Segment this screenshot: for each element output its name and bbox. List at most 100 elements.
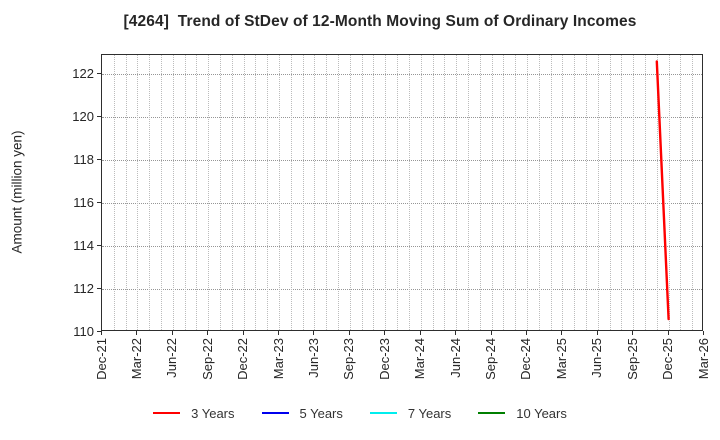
x-tick-mark [632,331,634,335]
v-gridline [184,55,186,330]
y-tick-mark [97,202,101,204]
legend-item: 10 Years [478,407,567,420]
y-tick-mark [97,288,101,290]
v-gridline [444,55,446,330]
legend-item: 5 Years [261,405,343,421]
y-tick-label: 114 [73,237,94,253]
x-tick-mark [596,331,598,335]
x-tick-label-text: Sep-24 [483,338,499,380]
v-gridline [338,55,340,330]
x-tick-mark [455,331,457,335]
v-gridline [633,55,635,330]
v-gridline [432,55,434,330]
legend-item: 3 Years [153,405,235,421]
x-tick-mark [525,331,527,335]
v-gridline [255,55,257,330]
v-gridline [503,55,505,330]
y-axis-title: Amount (million yen) [9,130,25,254]
v-gridline [113,55,115,330]
v-gridline [279,55,281,330]
x-tick-mark [171,331,173,335]
x-tick-mark [101,331,102,335]
x-tick-label-text: Dec-22 [235,338,251,380]
x-tick-label-text: Mar-23 [270,338,286,380]
y-tick-label: 110 [73,323,94,339]
y-tick-mark [97,245,101,247]
legend-line-swatch [153,412,181,414]
y-tick-label: 118 [73,151,94,167]
x-tick-mark [384,331,386,335]
h-gridline [102,160,702,162]
legend: 3 Years 5 Years 7 Years 10 Years [0,403,720,423]
x-tick-mark [348,331,350,335]
v-gridline [515,55,517,330]
legend-line-swatch [478,412,506,414]
v-gridline [538,55,540,330]
v-gridline [231,55,233,330]
v-gridline [373,55,375,330]
v-gridline [574,55,576,330]
legend-line-swatch [261,412,289,414]
v-gridline [644,55,646,330]
legend-label: 3 Years [191,405,235,421]
x-tick-label-text: Mar-26 [695,338,711,380]
legend-line-swatch [369,412,397,414]
plot-area [101,54,703,331]
v-gridline [680,55,682,330]
v-gridline [692,55,694,330]
v-gridline [562,55,564,330]
x-tick-mark [313,331,315,335]
h-gridline [102,117,702,119]
series-layer [655,60,670,321]
v-gridline [243,55,245,330]
v-gridline [597,55,599,330]
v-gridline [220,55,222,330]
v-gridline [326,55,328,330]
v-gridline [491,55,493,330]
legend-label: 5 Years [299,405,343,421]
v-gridline [290,55,292,330]
v-gridline [385,55,387,330]
x-tick-label-text: Dec-23 [376,338,392,380]
series-line-3-years [655,60,670,321]
x-tick-label-text: Sep-22 [199,338,215,380]
v-gridline [149,55,151,330]
x-tick-label-text: Jun-24 [447,338,463,378]
v-gridline [161,55,163,330]
v-gridline [349,55,351,330]
v-gridline [267,55,269,330]
v-gridline [550,55,552,330]
legend-item: 7 Years [369,407,451,420]
v-gridline [526,55,528,330]
y-tick-mark [97,331,101,332]
v-gridline [208,55,210,330]
x-tick-mark [561,331,563,335]
x-tick-label-text: Mar-25 [553,338,569,380]
h-gridline [102,74,702,76]
h-gridline [102,289,702,291]
x-tick-mark [490,331,492,335]
v-gridline [196,55,198,330]
chart-title: [4264] Trend of StDev of 12-Month Moving… [123,13,637,30]
v-gridline [609,55,611,330]
v-gridline [137,55,139,330]
v-gridline [420,55,422,330]
v-gridline [125,55,127,330]
v-gridline [302,55,304,330]
x-tick-label-text: Dec-24 [518,338,534,380]
x-tick-mark [242,331,244,335]
x-tick-label-text: Mar-22 [128,338,144,380]
v-gridline [467,55,469,330]
v-gridline [172,55,174,330]
y-tick-label: 112 [73,280,94,296]
x-tick-label-text: Jun-22 [164,338,180,378]
y-tick-label: 120 [72,108,94,124]
y-tick-label: 116 [73,194,94,210]
v-gridline [397,55,399,330]
v-gridline [585,55,587,330]
v-gridline [314,55,316,330]
x-tick-mark [419,331,421,335]
h-gridline [102,246,702,248]
y-tick-mark [97,159,101,161]
